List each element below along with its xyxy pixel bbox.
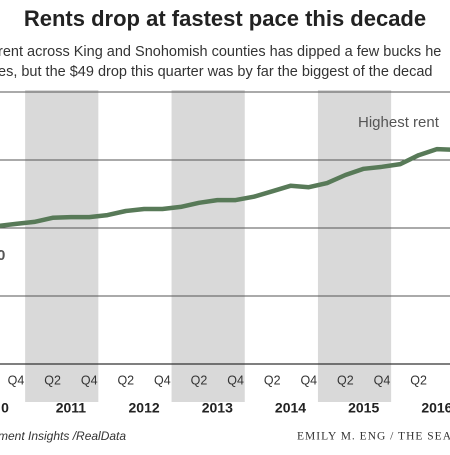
x-tick-label: Q4 <box>227 373 244 387</box>
x-tick-label: Q4 <box>8 373 25 387</box>
x-tick-label: Q4 <box>154 373 171 387</box>
x-tick-label: Q2 <box>44 373 61 387</box>
subtitle: rent across King and Snohomish counties … <box>0 44 441 60</box>
year-band <box>171 90 245 402</box>
year-label: 2014 <box>275 400 306 416</box>
annotation: Highest rent <box>358 114 440 131</box>
chart-title: Rents drop at fastest pace this decade <box>24 6 426 31</box>
x-tick-label: Q4 <box>374 373 391 387</box>
subtitle: es, but the $49 drop this quarter was by… <box>0 64 432 80</box>
x-tick-label: Q4 <box>81 373 98 387</box>
year-label: 2012 <box>129 400 160 416</box>
year-label: 2015 <box>348 400 379 416</box>
x-tick-label: Q2 <box>191 373 208 387</box>
source: ment Insights /RealData <box>0 429 126 443</box>
x-tick-label: Q2 <box>337 373 354 387</box>
x-tick-label: Q2 <box>117 373 134 387</box>
x-tick-label: Q2 <box>264 373 281 387</box>
year-label: 2016 <box>421 400 450 416</box>
x-tick-label: Q4 <box>300 373 317 387</box>
data-line <box>0 146 450 229</box>
year-label: 0 <box>1 400 9 416</box>
year-label: 2013 <box>202 400 233 416</box>
x-tick-label: Q2 <box>410 373 427 387</box>
year-label: 2011 <box>56 400 87 416</box>
year-band <box>317 90 392 402</box>
year-band <box>25 90 99 402</box>
credit: EMILY M. ENG / THE SEA <box>297 431 450 443</box>
annotation: 0 <box>0 247 5 264</box>
